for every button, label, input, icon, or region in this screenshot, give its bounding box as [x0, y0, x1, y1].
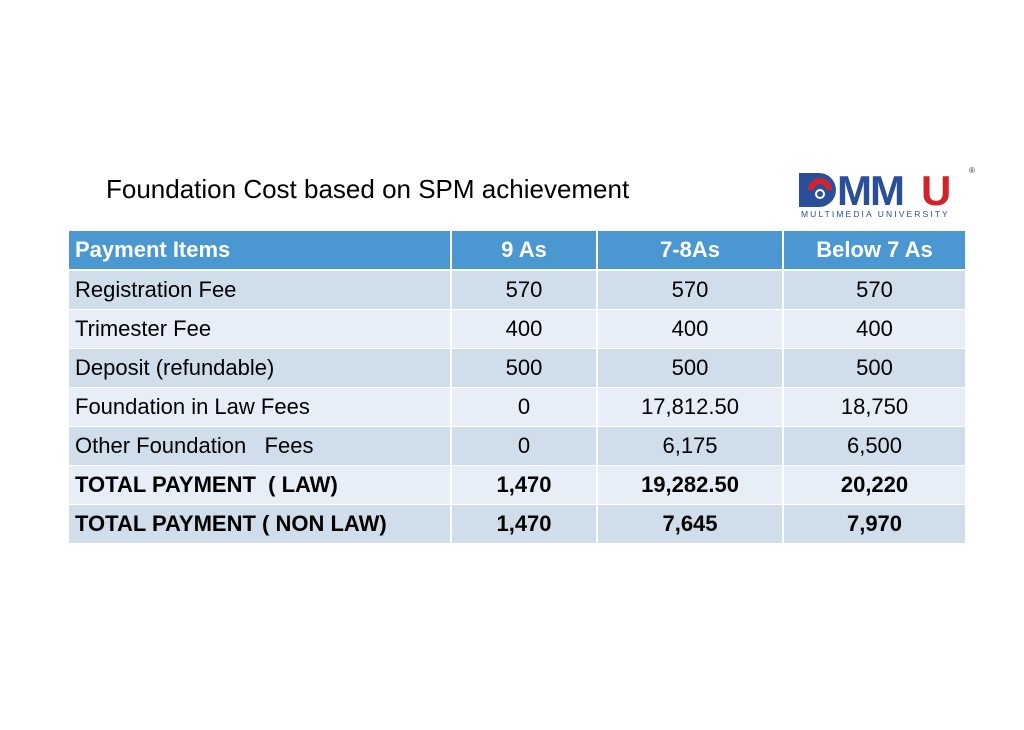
row-value-below-7-as: 7,970 [783, 504, 965, 544]
row-value-below-7-as: 20,220 [783, 465, 965, 505]
row-value-7-8-as: 19,282.50 [597, 465, 784, 505]
table-row-total-non-law: TOTAL PAYMENT ( NON LAW) 1,470 7,645 7,9… [69, 504, 965, 544]
row-value-9-as: 400 [451, 309, 598, 349]
row-value-below-7-as: 500 [783, 348, 965, 388]
table-row: Trimester Fee 400 400 400 [69, 309, 965, 349]
row-value-below-7-as: 570 [783, 270, 965, 310]
row-item-label: Other Foundation Fees [69, 426, 452, 466]
row-value-9-as: 0 [451, 387, 598, 427]
row-value-9-as: 500 [451, 348, 598, 388]
row-item-label: Deposit (refundable) [69, 348, 452, 388]
row-value-7-8-as: 17,812.50 [597, 387, 784, 427]
row-item-label: TOTAL PAYMENT ( LAW) [69, 465, 452, 505]
logo-mm-text: MM [837, 167, 903, 214]
row-value-below-7-as: 400 [783, 309, 965, 349]
row-value-below-7-as: 18,750 [783, 387, 965, 427]
row-value-below-7-as: 6,500 [783, 426, 965, 466]
table-row: Foundation in Law Fees 0 17,812.50 18,75… [69, 387, 965, 427]
mmu-logo: MM U ® MULTIMEDIA UNIVERSITY [799, 166, 975, 219]
row-value-7-8-as: 6,175 [597, 426, 784, 466]
logo-subtitle: MULTIMEDIA UNIVERSITY [801, 209, 950, 219]
row-value-7-8-as: 7,645 [597, 504, 784, 544]
header-payment-items: Payment Items [69, 231, 452, 271]
table-row: Registration Fee 570 570 570 [69, 270, 965, 310]
table-header-row: Payment Items 9 As 7-8As Below 7 As [69, 231, 965, 271]
row-value-9-as: 0 [451, 426, 598, 466]
row-value-9-as: 1,470 [451, 504, 598, 544]
table-row: Other Foundation Fees 0 6,175 6,500 [69, 426, 965, 466]
row-item-label: Trimester Fee [69, 309, 452, 349]
table-row-total-law: TOTAL PAYMENT ( LAW) 1,470 19,282.50 20,… [69, 465, 965, 505]
row-value-7-8-as: 400 [597, 309, 784, 349]
header-9-as: 9 As [451, 231, 598, 271]
mmu-emblem-icon [799, 173, 836, 207]
row-value-7-8-as: 500 [597, 348, 784, 388]
registered-mark: ® [969, 166, 975, 175]
table-row: Deposit (refundable) 500 500 500 [69, 348, 965, 388]
row-value-9-as: 570 [451, 270, 598, 310]
row-item-label: Foundation in Law Fees [69, 387, 452, 427]
header-below-7-as: Below 7 As [783, 231, 965, 271]
row-value-7-8-as: 570 [597, 270, 784, 310]
logo-u-text: U [921, 167, 951, 214]
page-title: Foundation Cost based on SPM achievement [106, 174, 630, 204]
row-item-label: TOTAL PAYMENT ( NON LAW) [69, 504, 452, 544]
header-7-8-as: 7-8As [597, 231, 784, 271]
row-value-9-as: 1,470 [451, 465, 598, 505]
row-item-label: Registration Fee [69, 270, 452, 310]
foundation-cost-table: Payment Items 9 As 7-8As Below 7 As Regi… [69, 231, 965, 544]
